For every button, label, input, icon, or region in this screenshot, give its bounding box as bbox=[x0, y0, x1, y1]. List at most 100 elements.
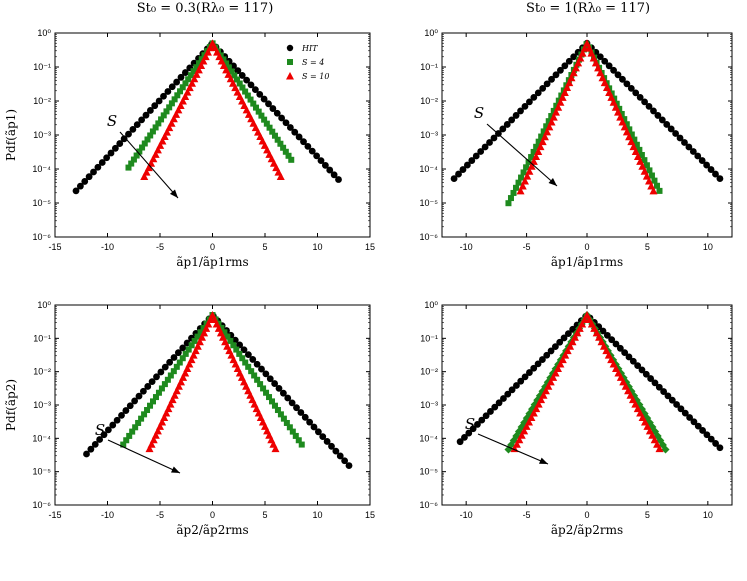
y-tick-label: 10⁰ bbox=[424, 28, 438, 38]
data-point bbox=[190, 68, 197, 75]
data-point bbox=[197, 329, 204, 336]
data-point bbox=[478, 416, 486, 424]
series-hit bbox=[456, 312, 724, 452]
data-point bbox=[120, 135, 128, 143]
data-point bbox=[621, 116, 628, 123]
data-point bbox=[179, 84, 186, 91]
x-tick-label: 5 bbox=[262, 510, 267, 520]
data-point bbox=[686, 414, 694, 421]
data-point bbox=[181, 69, 189, 76]
series-s-4 bbox=[120, 312, 305, 448]
data-point bbox=[564, 330, 572, 338]
data-point bbox=[707, 166, 715, 173]
x-tick-label: 10 bbox=[312, 242, 322, 252]
trend-arrow bbox=[477, 433, 549, 465]
data-point bbox=[289, 428, 296, 435]
data-point bbox=[83, 450, 90, 458]
data-point bbox=[239, 355, 246, 362]
data-point bbox=[298, 441, 305, 448]
data-point bbox=[285, 152, 292, 159]
data-point bbox=[277, 411, 284, 418]
data-point bbox=[133, 121, 141, 129]
legend-label: HIT bbox=[301, 44, 318, 53]
data-point bbox=[265, 100, 272, 108]
data-point bbox=[144, 383, 152, 390]
data-point bbox=[554, 364, 562, 372]
data-point bbox=[224, 333, 231, 340]
data-point bbox=[286, 424, 293, 431]
data-point bbox=[469, 425, 477, 433]
series-hit bbox=[450, 39, 724, 182]
data-point bbox=[269, 398, 275, 405]
data-point bbox=[169, 114, 178, 123]
data-point bbox=[504, 390, 512, 398]
data-point bbox=[161, 381, 168, 388]
data-point bbox=[681, 409, 689, 417]
data-point bbox=[568, 337, 577, 346]
data-point bbox=[619, 75, 626, 83]
data-point bbox=[85, 173, 93, 181]
data-point bbox=[455, 170, 462, 178]
data-point bbox=[314, 428, 322, 436]
data-point bbox=[292, 432, 299, 439]
data-point bbox=[164, 376, 171, 383]
x-tick-label: 0 bbox=[210, 510, 215, 520]
data-point bbox=[558, 355, 567, 364]
data-point bbox=[140, 172, 149, 181]
data-point bbox=[520, 426, 529, 435]
data-point bbox=[605, 62, 613, 70]
data-point bbox=[328, 442, 335, 450]
data-point bbox=[538, 137, 547, 146]
data-point bbox=[625, 353, 633, 361]
data-point bbox=[538, 356, 546, 363]
data-point bbox=[553, 102, 560, 109]
data-point bbox=[507, 195, 514, 202]
data-point bbox=[91, 440, 99, 448]
data-point bbox=[146, 107, 154, 114]
data-point bbox=[515, 435, 524, 444]
data-point bbox=[569, 68, 578, 77]
data-point bbox=[236, 350, 243, 357]
data-point bbox=[543, 123, 550, 130]
data-point bbox=[550, 107, 557, 114]
data-point bbox=[76, 182, 84, 190]
data-point bbox=[468, 157, 476, 164]
data-point bbox=[157, 368, 165, 376]
data-point bbox=[323, 438, 331, 445]
data-point bbox=[530, 148, 537, 155]
data-point bbox=[234, 76, 240, 83]
x-axis-label: ãp1/ãp1rms bbox=[176, 255, 248, 269]
data-point bbox=[551, 368, 560, 377]
data-point bbox=[251, 372, 258, 379]
data-point bbox=[293, 404, 300, 412]
data-point bbox=[198, 333, 206, 341]
data-point bbox=[551, 108, 560, 116]
data-point bbox=[631, 136, 638, 143]
trend-arrow bbox=[107, 439, 181, 474]
data-point bbox=[571, 63, 580, 72]
data-point bbox=[170, 354, 178, 361]
data-point bbox=[162, 409, 171, 417]
data-point bbox=[168, 395, 177, 404]
data-point bbox=[544, 382, 553, 390]
data-point bbox=[535, 138, 542, 145]
data-point bbox=[547, 347, 555, 355]
data-point bbox=[177, 88, 184, 95]
data-point bbox=[712, 440, 719, 447]
x-tick-label: -10 bbox=[460, 510, 473, 520]
data-point bbox=[517, 377, 525, 385]
data-point bbox=[147, 132, 154, 139]
data-point bbox=[271, 402, 278, 409]
data-point bbox=[636, 146, 643, 153]
data-point bbox=[149, 128, 156, 135]
x-tick-label: -15 bbox=[48, 510, 61, 520]
x-tick-label: 10 bbox=[703, 242, 713, 252]
data-point bbox=[565, 57, 573, 65]
data-point bbox=[561, 351, 570, 359]
data-point bbox=[676, 134, 684, 142]
data-point bbox=[166, 104, 173, 111]
data-point bbox=[341, 457, 349, 465]
y-tick-label: 10⁻⁴ bbox=[32, 433, 51, 443]
x-tick-label: -10 bbox=[101, 510, 114, 520]
